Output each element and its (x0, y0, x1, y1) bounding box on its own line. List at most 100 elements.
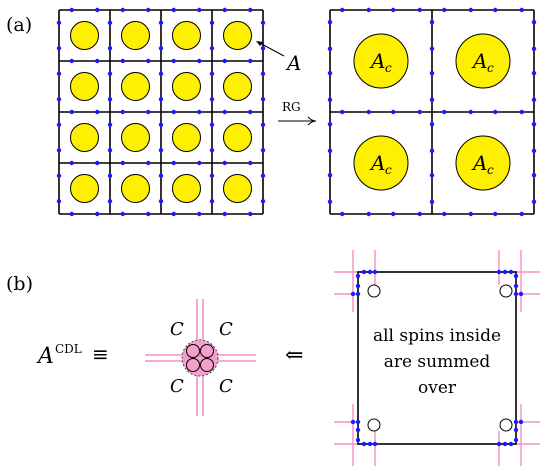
corner-label-tr: C (219, 319, 233, 340)
block-spin-dot (513, 419, 519, 425)
spin-dot (107, 46, 113, 51)
block-spin-dot (355, 291, 361, 297)
spin-dot (260, 46, 266, 51)
fine-tensor (172, 123, 201, 152)
spin-dot (107, 97, 113, 102)
block-spin-dot (513, 291, 519, 297)
block-spin-dot (513, 437, 519, 443)
block-corner-hole-tr (499, 284, 513, 298)
spin-dot (171, 58, 176, 64)
spin-dot (120, 109, 125, 115)
spin-dot (442, 211, 447, 217)
spin-dot (222, 109, 227, 115)
spin-dot (158, 199, 164, 204)
spin-dot (442, 7, 447, 13)
spin-dot (56, 97, 62, 102)
spin-dot (429, 71, 435, 76)
block-spin-dot (355, 283, 361, 289)
block-spin-dot (372, 269, 378, 275)
spin-dot (158, 71, 164, 76)
spin-dot (429, 148, 435, 153)
corner-label-bl: C (170, 376, 184, 397)
spin-dot (391, 7, 396, 13)
block-text-line-1: all spins inside (373, 326, 501, 346)
fine-tensor (121, 21, 150, 50)
spin-dot (107, 199, 113, 204)
spin-dot (171, 7, 176, 13)
spin-dot (260, 199, 266, 204)
spin-dot (209, 97, 215, 102)
cdl-center-disk (181, 339, 219, 377)
spin-dot (327, 20, 333, 25)
spin-dot (222, 211, 227, 217)
spin-dot (95, 58, 100, 64)
spin-dot (327, 148, 333, 153)
fine-tensor (70, 72, 99, 101)
spin-dot (531, 46, 537, 51)
block-spin-dot (361, 441, 367, 447)
tensor-label: A (285, 51, 301, 75)
coarse-tensor-subscript: c (385, 163, 392, 177)
spin-dot (417, 109, 422, 115)
spin-dot (248, 211, 253, 217)
block-text-line-2: are summed (384, 352, 491, 372)
cdl-double-lines (145, 299, 256, 416)
coarse-block-diagram: all spins inside are summed over (334, 250, 540, 466)
spin-dot (260, 71, 266, 76)
coarse-tensor-label: A (369, 151, 385, 175)
fine-tensor (223, 123, 252, 152)
block-spin-dot (361, 269, 367, 275)
spin-dot (417, 7, 422, 13)
spin-dot (146, 160, 151, 166)
corner-label-tl: C (170, 319, 184, 340)
spin-dot (493, 211, 498, 217)
block-spin-dot (355, 427, 361, 433)
spin-dot (248, 160, 253, 166)
fine-tensor (223, 72, 252, 101)
spin-dot (56, 122, 62, 127)
spin-dot (209, 20, 215, 25)
block-spin-dot (496, 269, 502, 275)
coarse-tensor-subscript: c (385, 61, 392, 75)
block-boundary (357, 271, 517, 445)
coarse-tensor-subscript: c (487, 61, 494, 75)
spin-dot (531, 97, 537, 102)
block-spin-dot (355, 437, 361, 443)
spin-dot (95, 7, 100, 13)
spin-dot (95, 160, 100, 166)
spin-dot (531, 199, 537, 204)
spin-dot (493, 109, 498, 115)
spin-dot (56, 199, 62, 204)
spin-dot (107, 20, 113, 25)
block-spin-dot (513, 283, 519, 289)
spin-dot (442, 109, 447, 115)
spin-dot (248, 58, 253, 64)
spin-dot (260, 97, 266, 102)
fine-tensor (70, 174, 99, 203)
cdl-tensor-diagram: C C C C (145, 299, 256, 416)
fine-tensor (172, 174, 201, 203)
spin-dot (95, 109, 100, 115)
spin-dot (366, 211, 371, 217)
spin-dot (209, 122, 215, 127)
block-corner-hole-bl (367, 418, 381, 432)
spin-dot (158, 46, 164, 51)
fine-tensor (223, 21, 252, 50)
corner-label-br: C (219, 376, 233, 397)
spin-dot (171, 211, 176, 217)
spin-dot (531, 173, 537, 178)
block-spin-dot (502, 269, 508, 275)
coarse-tensor (353, 135, 409, 191)
fine-tensor (121, 72, 150, 101)
spin-dot (327, 97, 333, 102)
coarse-tensor-label: A (471, 151, 487, 175)
fine-tensor (223, 174, 252, 203)
spin-dot (171, 160, 176, 166)
spin-dot (327, 46, 333, 51)
spin-dot (340, 211, 345, 217)
block-spin-dot (372, 441, 378, 447)
block-spin-dot (508, 269, 514, 275)
rg-label: RG (282, 100, 301, 114)
spin-dot (519, 109, 524, 115)
block-spin-dot (496, 441, 502, 447)
